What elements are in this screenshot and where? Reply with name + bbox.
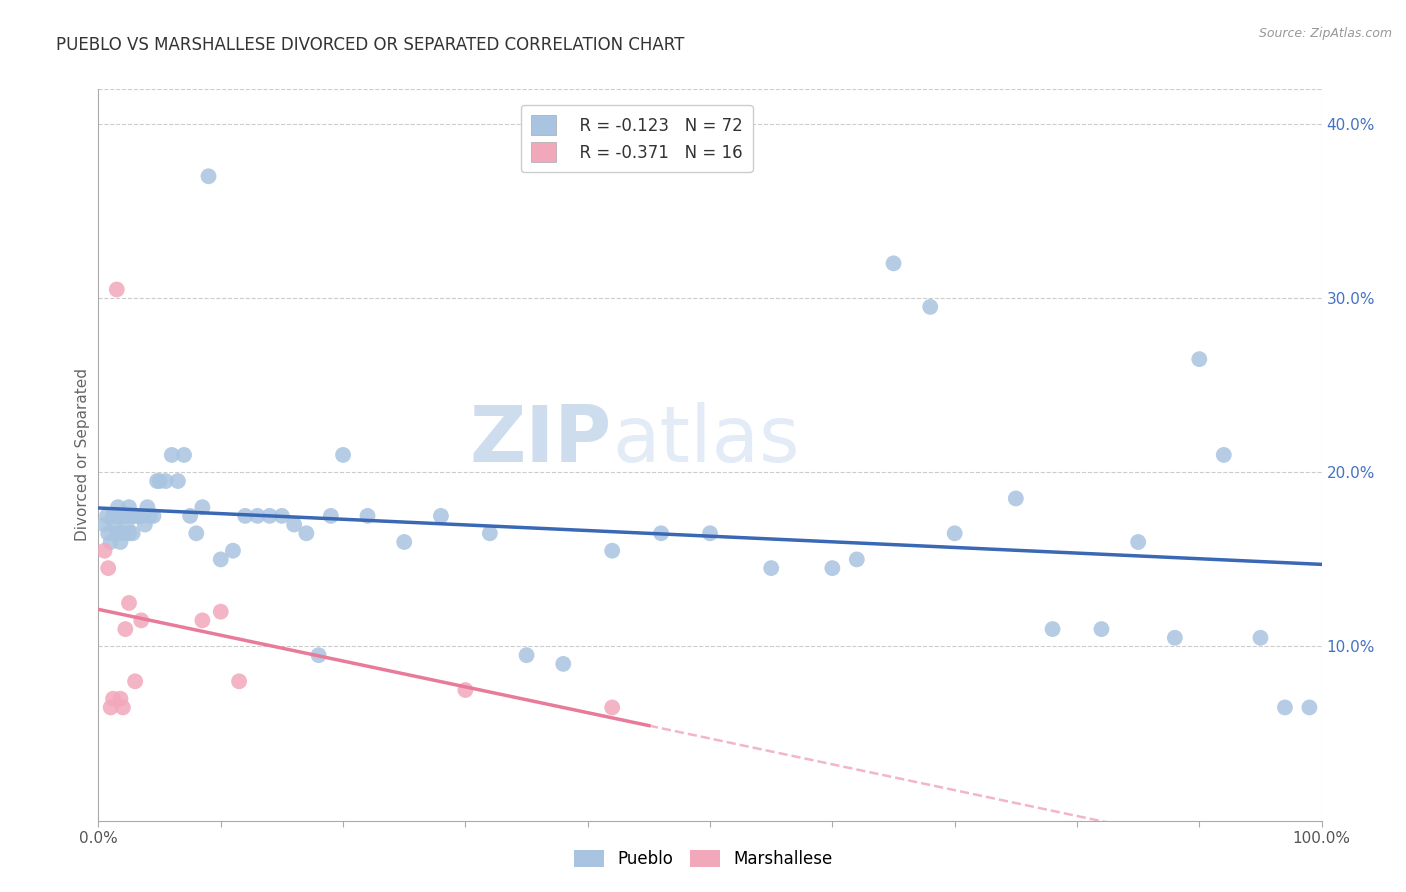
Point (319, 508, 342, 523)
Point (1249, 631, 1271, 645)
Point (118, 500, 141, 515)
Point (110, 535, 132, 549)
Text: ZIP: ZIP (470, 402, 612, 478)
Point (553, 657, 575, 671)
Point (149, 474, 172, 488)
Point (146, 474, 169, 488)
Point (121, 526, 143, 541)
Point (124, 508, 146, 523)
Point (600, 700, 623, 714)
Point (1042, 622, 1064, 636)
Point (761, 561, 783, 575)
Point (430, 508, 453, 523)
Point (97, 561, 120, 575)
Point (515, 648, 537, 663)
Point (155, 474, 177, 488)
Point (97, 526, 120, 541)
Point (111, 508, 134, 523)
Point (114, 508, 136, 523)
Point (209, 552, 232, 566)
Legend:   R = -0.123   N = 72,   R = -0.371   N = 16: R = -0.123 N = 72, R = -0.371 N = 16 (520, 105, 752, 172)
Point (1274, 700, 1296, 714)
Point (118, 596, 141, 610)
Point (1128, 535, 1150, 549)
Point (134, 517, 156, 532)
Text: atlas: atlas (612, 402, 800, 478)
Point (93, 517, 115, 532)
Point (920, 300, 942, 314)
Point (160, 448, 183, 462)
Point (101, 691, 124, 706)
Point (131, 508, 153, 523)
Point (127, 508, 149, 523)
Point (332, 448, 354, 462)
Point (124, 674, 146, 689)
Point (105, 508, 128, 523)
Point (699, 526, 721, 541)
Point (259, 508, 281, 523)
Point (845, 552, 868, 566)
Point (1164, 631, 1187, 645)
Point (186, 526, 208, 541)
Text: PUEBLO VS MARSHALLESE DIVORCED OR SEPARATED CORRELATION CHART: PUEBLO VS MARSHALLESE DIVORCED OR SEPARA… (56, 36, 685, 54)
Point (139, 508, 162, 523)
Point (191, 500, 214, 515)
Legend: Pueblo, Marshallese: Pueblo, Marshallese (567, 843, 839, 875)
Point (943, 526, 966, 541)
Point (107, 500, 129, 515)
Point (120, 508, 142, 523)
Point (100, 535, 122, 549)
Point (93, 543, 115, 558)
Point (103, 517, 125, 532)
Point (197, 169, 219, 184)
Point (115, 517, 138, 532)
Point (96, 508, 118, 523)
Y-axis label: Divorced or Separated: Divorced or Separated (75, 368, 90, 541)
Point (136, 500, 159, 515)
Point (821, 561, 844, 575)
Point (308, 648, 330, 663)
Point (114, 622, 136, 636)
Point (100, 700, 122, 714)
Point (209, 605, 232, 619)
Point (295, 526, 318, 541)
Point (650, 526, 672, 541)
Point (167, 474, 190, 488)
Point (283, 517, 305, 532)
Point (1188, 352, 1211, 367)
Point (101, 508, 124, 523)
Point (1298, 700, 1320, 714)
Point (222, 543, 245, 558)
Text: Source: ZipAtlas.com: Source: ZipAtlas.com (1258, 27, 1392, 40)
Point (129, 508, 152, 523)
Point (883, 256, 905, 270)
Point (454, 683, 477, 698)
Point (1004, 491, 1026, 506)
Point (1212, 448, 1234, 462)
Point (356, 508, 378, 523)
Point (142, 508, 165, 523)
Point (233, 508, 256, 523)
Point (105, 283, 128, 297)
Point (105, 526, 128, 541)
Point (110, 691, 132, 706)
Point (228, 674, 250, 689)
Point (478, 526, 501, 541)
Point (1090, 622, 1112, 636)
Point (118, 526, 141, 541)
Point (173, 448, 195, 462)
Point (111, 526, 134, 541)
Point (600, 543, 623, 558)
Point (270, 508, 294, 523)
Point (191, 613, 214, 627)
Point (179, 508, 201, 523)
Point (246, 508, 269, 523)
Point (111, 700, 134, 714)
Point (129, 613, 152, 627)
Point (392, 535, 416, 549)
